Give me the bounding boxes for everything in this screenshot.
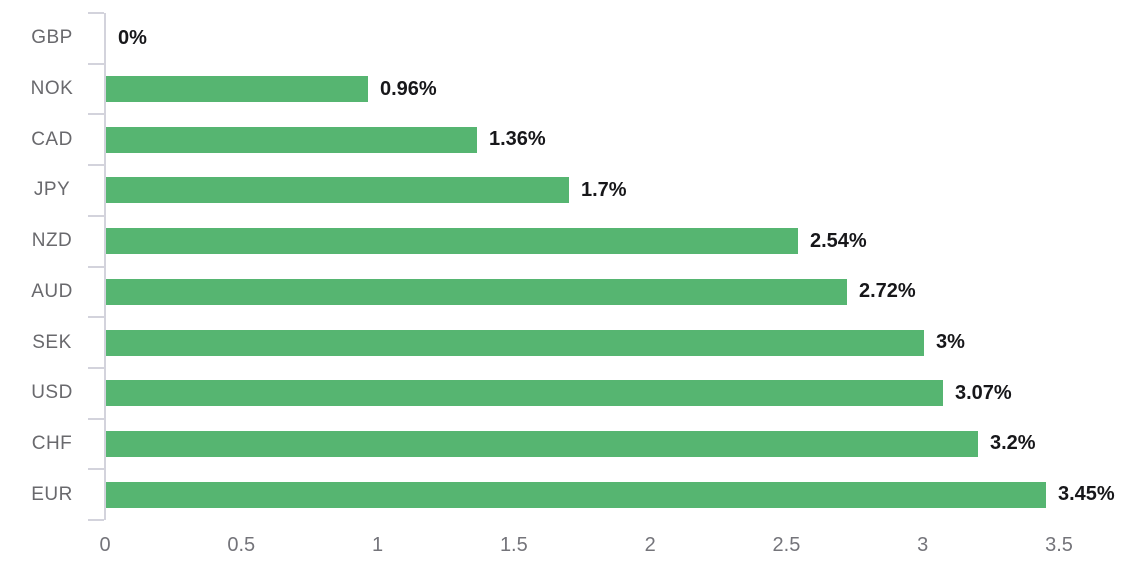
- x-tick-label-0.5: 0.5: [227, 534, 256, 556]
- y-axis-tick: [88, 519, 104, 521]
- category-label-aud: AUD: [31, 280, 73, 302]
- value-label-jpy: 1.7%: [581, 178, 627, 201]
- x-tick-label-3.5: 3.5: [1045, 534, 1073, 556]
- category-label-cad: CAD: [31, 128, 73, 150]
- value-label-aud: 2.72%: [859, 280, 916, 303]
- y-axis-tick: [88, 12, 104, 14]
- y-axis-tick: [88, 417, 104, 420]
- category-label-nok: NOK: [30, 78, 74, 100]
- category-label-usd: USD: [31, 382, 73, 404]
- category-label-nzd: NZD: [31, 230, 73, 252]
- category-label-eur: EUR: [31, 483, 73, 505]
- bar-nzd: [106, 228, 798, 255]
- value-label-sek: 3%: [936, 331, 965, 354]
- value-label-nzd: 2.54%: [810, 229, 867, 252]
- y-axis-tick: [88, 164, 104, 167]
- x-tick-label-3: 3: [917, 534, 929, 556]
- y-axis-tick: [88, 468, 104, 471]
- y-axis-line: [104, 13, 106, 520]
- bar-sek: [106, 329, 924, 356]
- y-axis-tick: [88, 265, 104, 268]
- x-tick-label-0: 0: [99, 534, 111, 556]
- bar-aud: [106, 278, 847, 305]
- value-label-chf: 3.2%: [990, 432, 1036, 455]
- x-tick-label-1.5: 1.5: [499, 534, 528, 556]
- category-label-jpy: JPY: [33, 179, 71, 201]
- bar-eur: [106, 481, 1046, 508]
- x-tick-label-2: 2: [644, 534, 656, 556]
- value-label-gbp: 0%: [118, 26, 147, 49]
- bar-chf: [106, 430, 978, 457]
- bar-jpy: [106, 177, 569, 204]
- bar-nok: [106, 76, 368, 103]
- value-label-cad: 1.36%: [489, 128, 546, 151]
- y-axis-tick: [88, 366, 104, 369]
- value-label-eur: 3.45%: [1058, 483, 1115, 506]
- y-axis-tick: [88, 316, 104, 319]
- bar-usd: [106, 380, 943, 407]
- x-tick-label-1: 1: [372, 534, 384, 556]
- y-axis-tick: [88, 113, 104, 116]
- value-label-usd: 3.07%: [955, 381, 1012, 404]
- y-axis-tick: [88, 214, 104, 217]
- category-label-sek: SEK: [32, 331, 72, 353]
- bar-cad: [106, 126, 477, 153]
- category-label-chf: CHF: [31, 432, 73, 454]
- value-label-nok: 0.96%: [380, 77, 437, 100]
- x-tick-label-2.5: 2.5: [772, 534, 801, 556]
- y-axis-tick: [88, 62, 104, 65]
- category-label-gbp: GBP: [31, 27, 73, 49]
